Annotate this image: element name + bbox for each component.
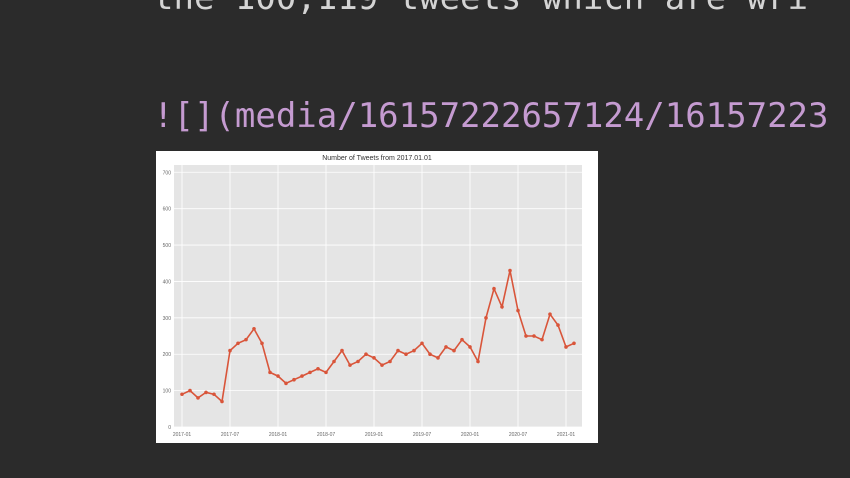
image-preview: Number of Tweets from 2017.01.01 0 100 200… xyxy=(156,151,598,443)
data-point xyxy=(348,363,352,367)
series-line xyxy=(181,270,575,404)
data-point xyxy=(548,312,552,316)
data-point xyxy=(452,348,456,353)
x-tick-label: 2021-01 xyxy=(557,432,576,438)
data-point xyxy=(492,286,496,291)
x-tick-label: 2020-07 xyxy=(509,432,528,438)
data-point xyxy=(228,348,232,353)
data-point xyxy=(396,348,400,353)
y-tick-label: 700 xyxy=(163,170,172,176)
data-point xyxy=(340,348,344,353)
text-line: the 100,119 tweets which are wri xyxy=(153,0,808,18)
data-point xyxy=(572,341,576,346)
data-point xyxy=(532,334,536,338)
data-point xyxy=(484,316,488,320)
data-point xyxy=(356,359,360,364)
data-point xyxy=(324,370,328,375)
x-tick-label: 2020-01 xyxy=(461,432,480,438)
x-tick-label: 2017-07 xyxy=(221,432,240,438)
y-tick-label: 300 xyxy=(163,316,172,322)
data-point xyxy=(436,356,440,360)
grid-lines xyxy=(174,165,582,428)
y-tick-label: 600 xyxy=(163,207,172,213)
series-tweets xyxy=(180,268,576,404)
data-point xyxy=(524,334,528,338)
data-point xyxy=(468,345,472,349)
x-tick-label: 2017-01 xyxy=(173,432,192,438)
y-tick-label: 400 xyxy=(163,279,172,285)
data-point xyxy=(372,356,376,360)
x-tick-label: 2019-01 xyxy=(365,432,384,438)
image-markdown-line: ![](media/16157222657124/16157223 xyxy=(153,96,829,136)
data-point xyxy=(316,366,320,371)
data-point xyxy=(540,337,544,342)
data-point xyxy=(204,390,208,395)
data-point xyxy=(284,381,288,386)
data-point xyxy=(292,377,296,382)
data-point xyxy=(236,341,240,346)
y-tick-label: 200 xyxy=(163,352,172,358)
data-point xyxy=(332,359,336,364)
data-point xyxy=(188,388,192,393)
data-point xyxy=(476,359,480,364)
data-point xyxy=(244,337,248,342)
data-point xyxy=(508,268,512,273)
plot-area xyxy=(174,165,582,427)
data-point xyxy=(260,341,264,346)
data-point xyxy=(380,363,384,367)
data-point xyxy=(428,352,432,357)
data-point xyxy=(388,359,392,364)
data-point xyxy=(500,305,504,309)
data-point xyxy=(300,374,304,378)
data-point xyxy=(460,337,464,342)
data-point xyxy=(308,370,312,375)
data-point xyxy=(412,348,416,353)
data-point xyxy=(252,326,256,331)
data-point xyxy=(364,352,368,357)
data-point xyxy=(220,399,224,404)
x-tick-labels: 2017-01 2017-07 2018-01 2018-07 2019-01 2019-… xyxy=(173,432,576,438)
x-tick-label: 2018-01 xyxy=(269,432,288,438)
chart-title: Number of Tweets from 2017.01.01 xyxy=(322,155,432,162)
data-point xyxy=(556,323,560,327)
data-point xyxy=(420,341,424,346)
data-point xyxy=(516,308,520,313)
data-point xyxy=(444,345,448,349)
data-point xyxy=(268,370,272,375)
y-tick-label: 500 xyxy=(163,243,172,249)
x-tick-label: 2019-07 xyxy=(413,432,432,438)
data-point xyxy=(180,392,184,397)
data-point xyxy=(564,345,568,349)
data-point xyxy=(212,392,216,397)
data-point xyxy=(196,396,200,400)
y-tick-label: 100 xyxy=(163,389,172,395)
data-point xyxy=(276,374,280,378)
y-tick-label: 0 xyxy=(168,425,171,431)
tweets-chart: Number of Tweets from 2017.01.01 0 100 200… xyxy=(163,155,582,438)
y-tick-labels: 0 100 200 300 400 500 600 700 xyxy=(163,170,172,431)
data-point xyxy=(404,352,408,357)
x-tick-label: 2018-07 xyxy=(317,432,336,438)
